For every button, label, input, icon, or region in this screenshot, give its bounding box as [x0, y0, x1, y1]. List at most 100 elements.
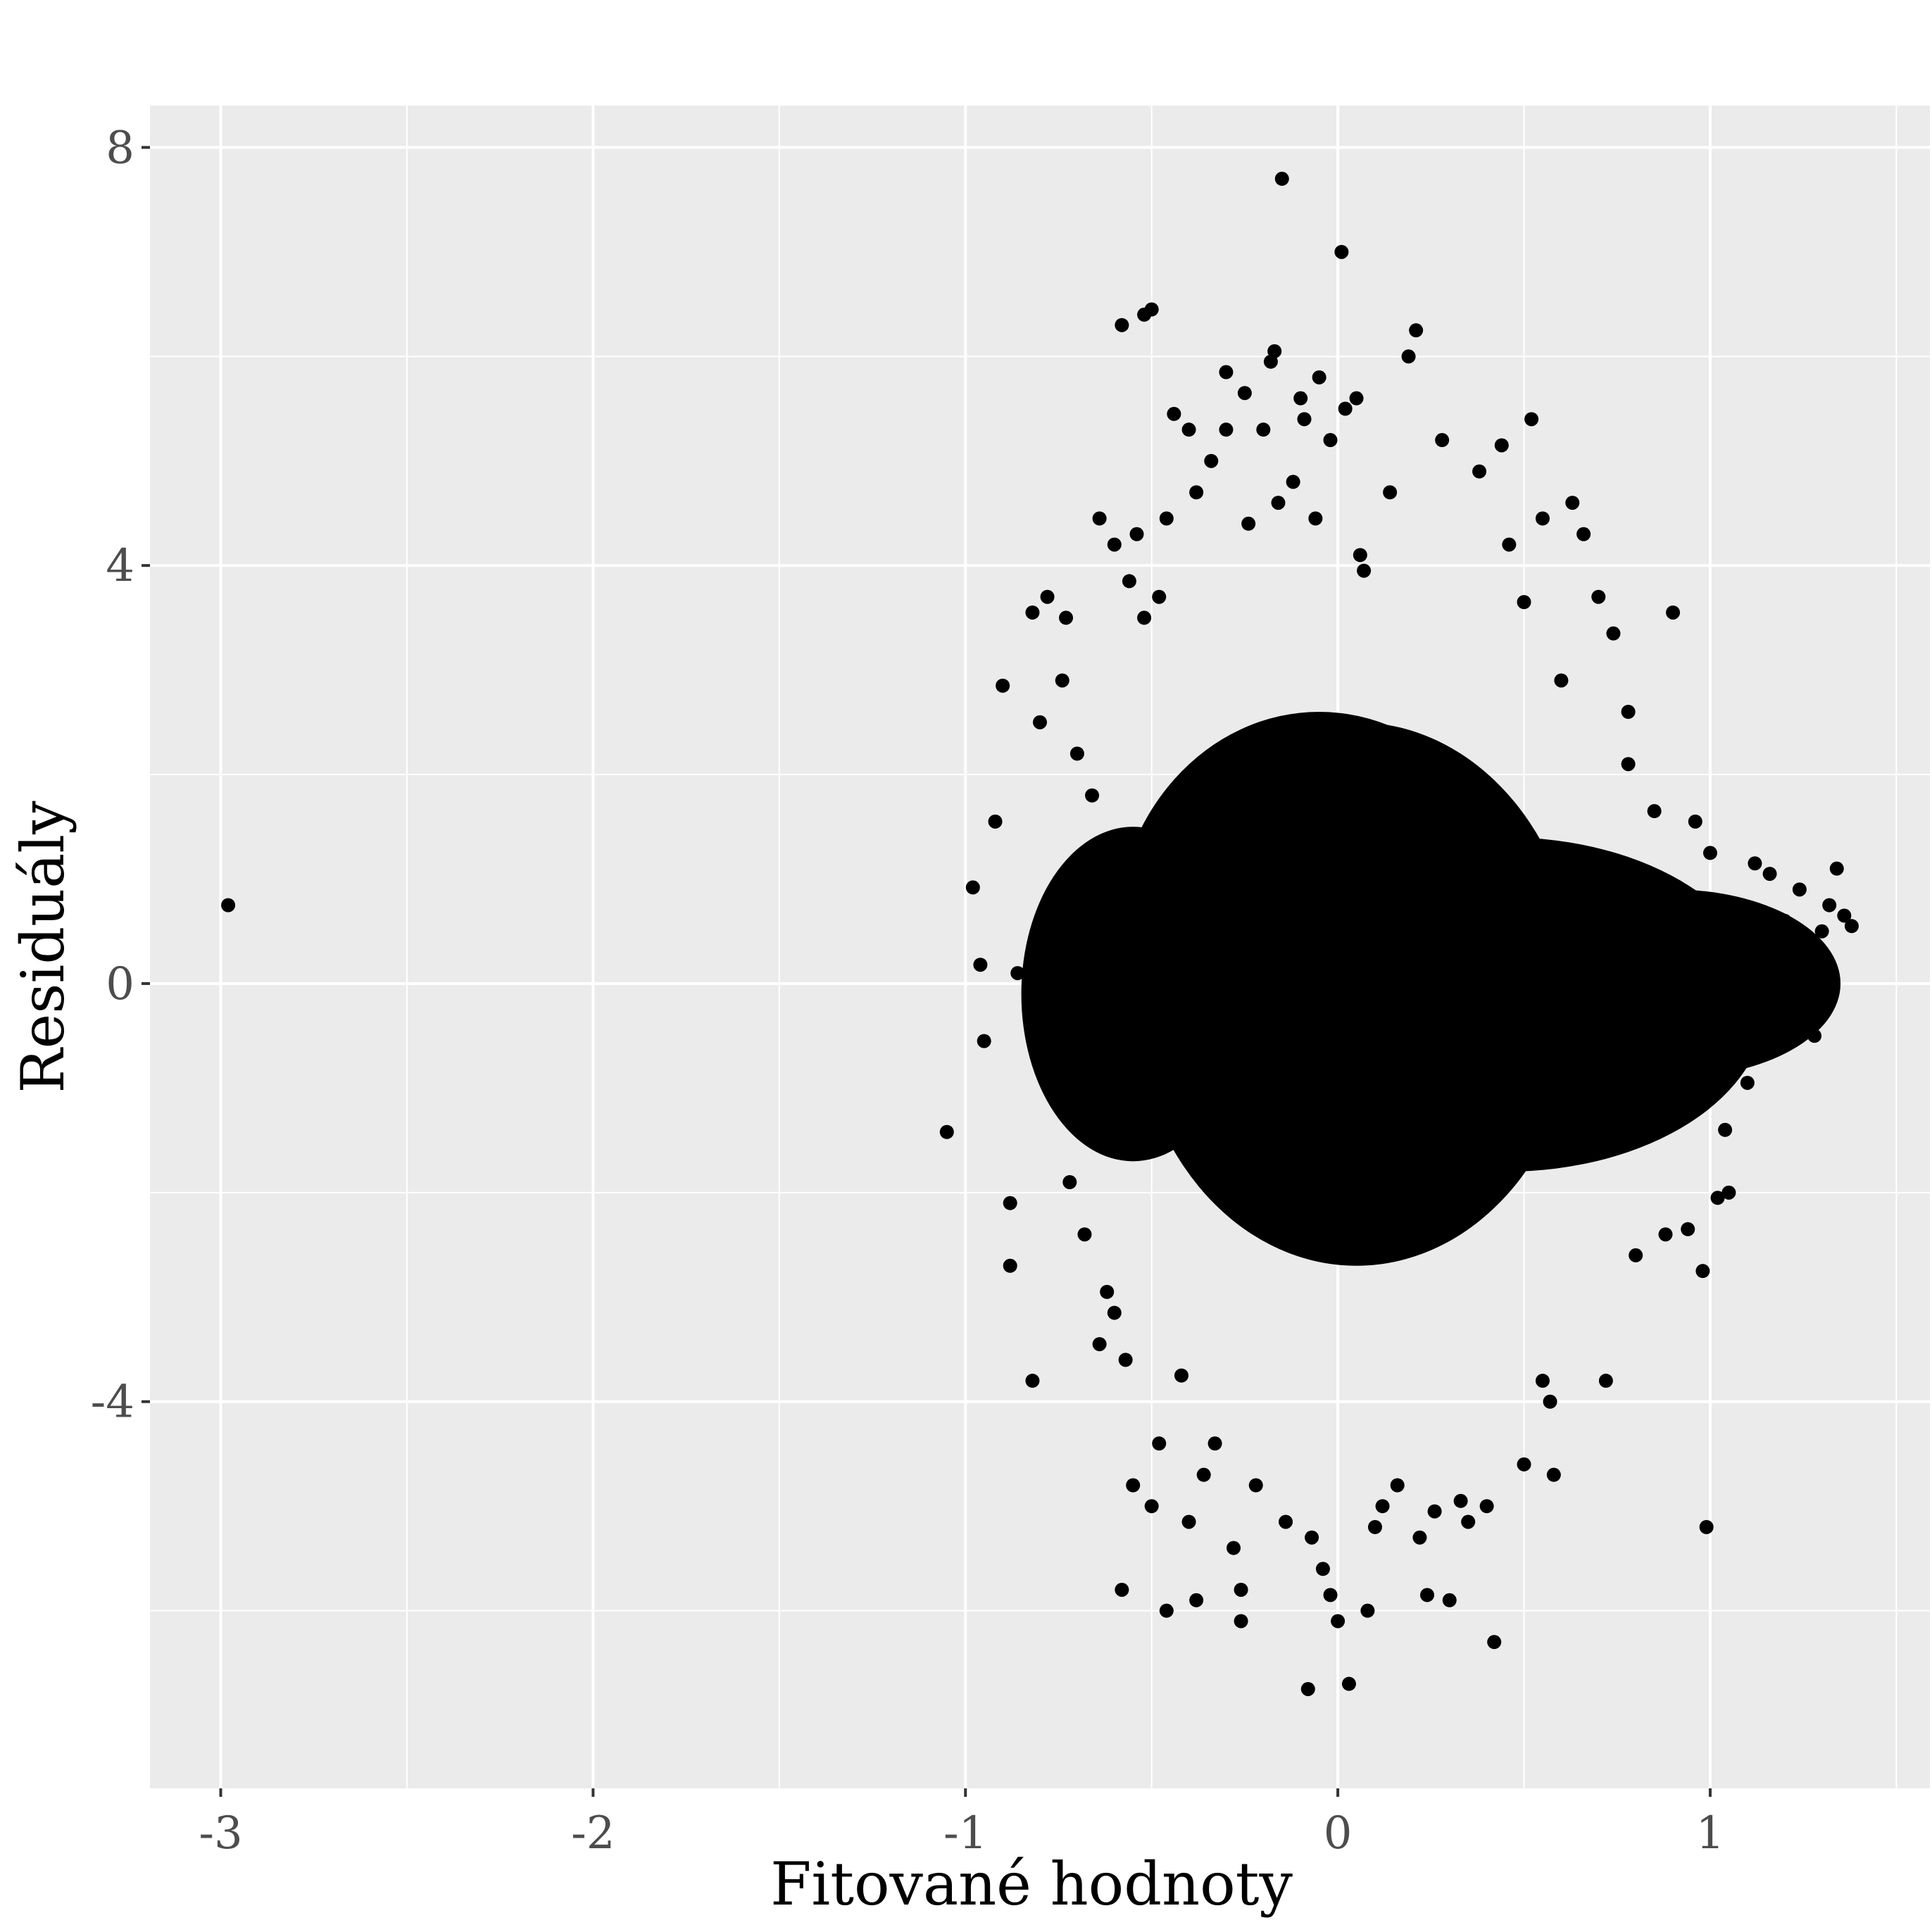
data-point	[1274, 171, 1289, 186]
data-point	[1844, 919, 1859, 934]
data-point	[1748, 856, 1762, 871]
data-point	[1107, 1305, 1122, 1320]
data-point	[1196, 1467, 1211, 1482]
data-point	[221, 898, 236, 912]
data-point	[1300, 1681, 1315, 1696]
data-point	[1565, 496, 1580, 510]
y-tick-label: 4	[106, 540, 134, 592]
data-point	[1606, 626, 1621, 641]
data-point	[1383, 485, 1398, 500]
data-point	[1144, 1499, 1159, 1514]
data-point	[1062, 1175, 1077, 1190]
data-point	[1435, 433, 1450, 448]
data-point	[1126, 1478, 1141, 1493]
data-point	[1305, 1530, 1319, 1545]
data-point	[1167, 406, 1181, 421]
x-tick-label: -3	[199, 1807, 242, 1859]
data-point	[1331, 1614, 1346, 1629]
data-point	[1100, 1284, 1115, 1299]
data-point	[1256, 422, 1271, 437]
data-point	[1025, 605, 1040, 620]
data-point	[1535, 511, 1550, 526]
data-point	[1699, 1519, 1714, 1534]
data-point	[1472, 464, 1487, 479]
data-point	[1219, 365, 1234, 380]
data-point	[1055, 673, 1070, 688]
dense-point-cloud	[1021, 711, 1841, 1266]
data-point	[996, 678, 1010, 693]
data-point	[1688, 814, 1702, 829]
data-point	[1219, 422, 1234, 437]
data-point	[1137, 610, 1152, 625]
data-point	[1576, 527, 1591, 541]
data-point	[1308, 511, 1323, 526]
data-point	[1755, 1008, 1770, 1022]
data-point	[1353, 548, 1367, 563]
data-point	[1227, 1541, 1241, 1555]
data-point	[1524, 412, 1539, 427]
dense-point-region	[1505, 889, 1841, 1078]
data-point	[1003, 1196, 1017, 1210]
data-point	[1621, 704, 1636, 719]
data-point	[1003, 1258, 1017, 1273]
data-point	[1181, 422, 1196, 437]
data-point	[1297, 412, 1312, 427]
y-tick-label: 0	[106, 958, 134, 1010]
data-point	[1118, 1353, 1133, 1367]
data-point	[1822, 898, 1837, 912]
data-point	[1334, 244, 1349, 259]
data-point	[988, 814, 1003, 829]
data-point	[1129, 527, 1144, 541]
data-point	[1733, 1039, 1748, 1054]
data-point	[1546, 1467, 1561, 1482]
data-point	[1107, 537, 1122, 552]
data-point	[1159, 1603, 1174, 1618]
data-point	[1293, 391, 1308, 406]
data-point	[1357, 563, 1372, 578]
data-point	[1144, 302, 1159, 317]
data-point	[1718, 1122, 1733, 1137]
data-point	[1271, 496, 1286, 510]
data-point	[1837, 908, 1852, 923]
data-point	[1814, 924, 1829, 939]
data-point	[1241, 516, 1256, 531]
data-point	[1658, 1227, 1673, 1242]
x-tick-label: -1	[943, 1807, 987, 1859]
data-point	[1420, 1588, 1435, 1602]
data-point	[1829, 861, 1844, 876]
data-point	[1666, 605, 1681, 620]
data-point	[1174, 1368, 1188, 1383]
data-point	[1360, 1603, 1375, 1618]
dense-point-region	[1021, 827, 1245, 1162]
data-point	[1341, 1676, 1356, 1691]
data-point	[1401, 349, 1416, 364]
data-point	[1792, 882, 1807, 897]
data-point	[1338, 401, 1353, 416]
data-point	[1048, 1070, 1062, 1085]
data-point	[1807, 1029, 1822, 1043]
data-point	[1762, 867, 1777, 882]
data-point	[1442, 1593, 1457, 1607]
data-point	[1234, 1614, 1248, 1629]
data-point	[1517, 1457, 1531, 1472]
data-point	[1695, 1264, 1710, 1279]
data-point	[1535, 1374, 1550, 1388]
data-point	[1159, 511, 1174, 526]
data-point	[1621, 757, 1636, 772]
data-point	[1033, 715, 1047, 729]
data-point	[1681, 1222, 1695, 1236]
data-point	[1349, 391, 1364, 406]
data-point	[1092, 1337, 1107, 1352]
data-point	[1770, 1023, 1785, 1038]
data-point	[1152, 589, 1167, 604]
data-point	[1315, 1562, 1330, 1576]
x-tick-label: 1	[1696, 1807, 1725, 1859]
data-point	[1040, 589, 1055, 604]
data-point	[1181, 1514, 1196, 1529]
data-point	[1323, 433, 1338, 448]
data-point	[1502, 537, 1517, 552]
data-point	[1517, 595, 1531, 610]
data-point	[1800, 955, 1814, 970]
data-point	[1461, 1514, 1476, 1529]
data-point	[1453, 1493, 1468, 1508]
